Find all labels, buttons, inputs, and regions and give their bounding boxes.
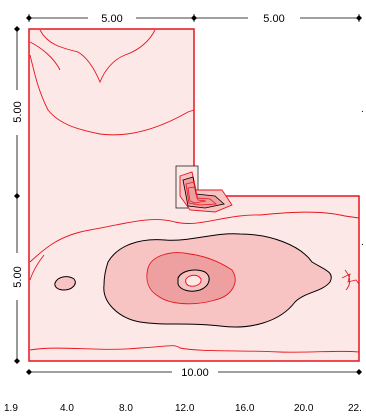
dimension-label-top-right: 5.00 bbox=[263, 13, 284, 25]
edge-mark: . bbox=[361, 104, 364, 115]
dimension-label-left-lower: 5.00 bbox=[12, 266, 24, 287]
dimension-label-left-upper: 5.00 bbox=[12, 101, 24, 122]
dimension-tick-icon bbox=[26, 369, 32, 375]
dimension-label-top-left: 5.00 bbox=[101, 13, 122, 25]
dimension-tick-icon bbox=[356, 369, 362, 375]
contour-left-island bbox=[54, 276, 76, 291]
dimension-tick-icon bbox=[26, 15, 32, 21]
scale-label: 4.0 bbox=[60, 403, 74, 414]
scale-label: 12.0 bbox=[175, 403, 195, 414]
scale-label: 20.0 bbox=[294, 403, 314, 414]
dimension-tick-icon bbox=[14, 26, 20, 32]
contour-lines-lower bbox=[29, 211, 360, 353]
contour-right-edge bbox=[341, 273, 360, 285]
scale-label: 8.0 bbox=[119, 403, 133, 414]
contour-core-red bbox=[185, 274, 202, 287]
dimension-tick-icon bbox=[14, 358, 20, 364]
corner-hotspot bbox=[175, 165, 233, 213]
dimension-tick-icon bbox=[191, 15, 197, 21]
dimension-label-bottom: 10.00 bbox=[181, 367, 209, 379]
contour-lines-upper bbox=[29, 29, 195, 136]
edge-mark: . bbox=[361, 237, 364, 248]
scale-label: 1.9 bbox=[4, 403, 18, 414]
color-scale-labels: 1.9 4.0 8.0 12.0 16.0 20.0 22. bbox=[4, 403, 362, 414]
dimension-tick-icon bbox=[14, 193, 20, 199]
dimension-tick-icon bbox=[356, 15, 362, 21]
scale-label: 16.0 bbox=[235, 403, 255, 414]
scale-label: 22. bbox=[348, 403, 362, 414]
